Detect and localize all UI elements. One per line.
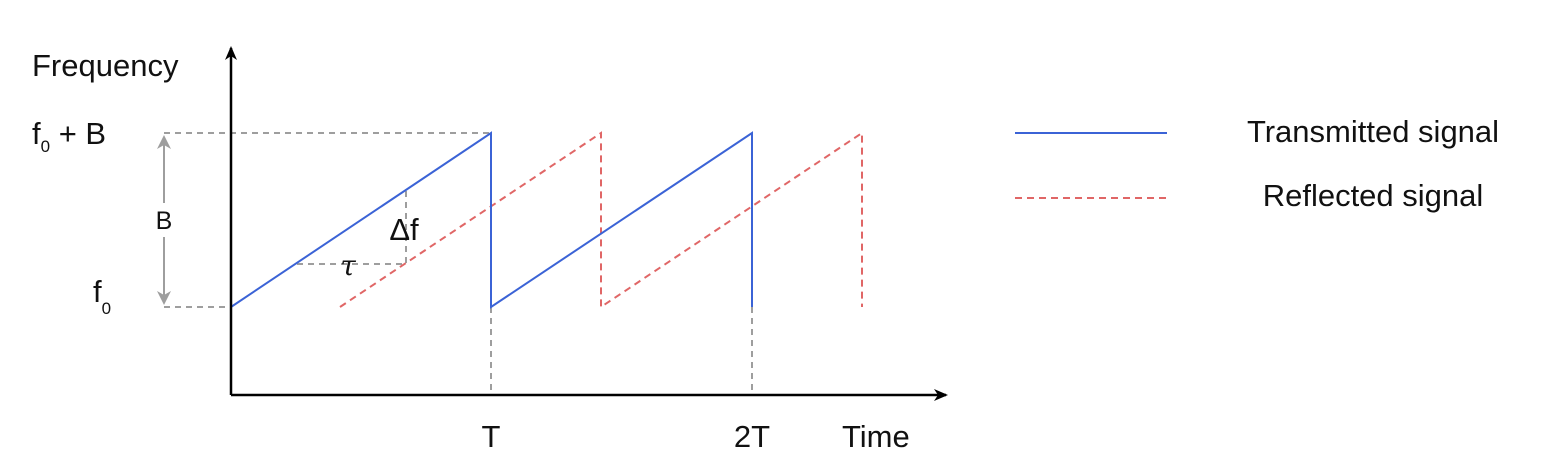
bandwidth-label-bg (150, 203, 178, 237)
x-tick-2t: 2T (734, 419, 770, 454)
legend-reflected-label: Reflected signal (1263, 178, 1484, 213)
x-tick-t: T (482, 419, 501, 454)
x-axis-label: Time (842, 419, 910, 454)
transmitted-signal-line (230, 131, 753, 309)
reflected-signal-line (339, 131, 863, 309)
freq-diff-label: Δf (389, 212, 419, 247)
bottom-level-label: f0 (93, 274, 111, 318)
legend-transmitted-label: Transmitted signal (1247, 114, 1499, 149)
legend: Transmitted signal Reflected signal (1015, 114, 1499, 213)
bandwidth-label: B (156, 207, 173, 235)
delay-label: τ (340, 249, 356, 282)
top-level-label: f0 + B (32, 116, 106, 156)
top-level-base: f (32, 116, 41, 151)
guide-lines (164, 132, 753, 395)
bottom-level-subscript: 0 (102, 299, 111, 318)
top-level-subscript: 0 (41, 137, 50, 156)
bottom-level-base: f (93, 274, 102, 309)
y-axis-label: Frequency (32, 48, 179, 83)
top-level-suffix: + B (50, 116, 106, 151)
